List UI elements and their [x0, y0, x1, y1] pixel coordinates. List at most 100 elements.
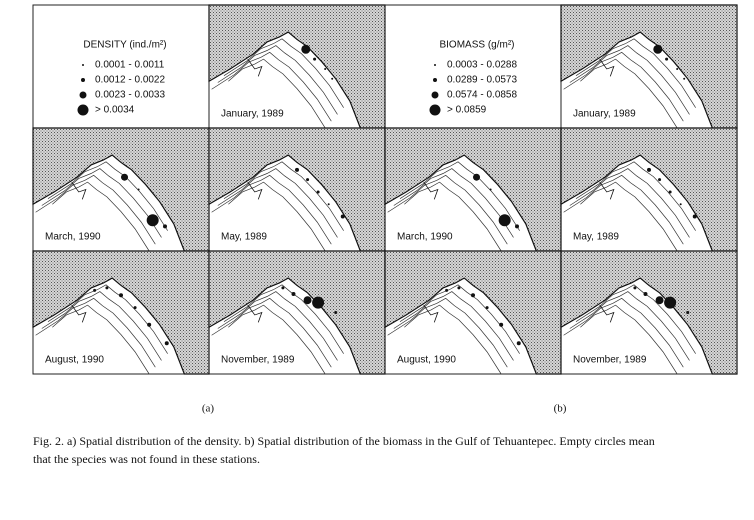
- station: [658, 178, 662, 182]
- isobath: [393, 291, 514, 361]
- isobath: [228, 304, 326, 375]
- coast-feature: [247, 58, 263, 77]
- station: [121, 173, 129, 181]
- coast-feature: [599, 58, 615, 77]
- station: [489, 188, 492, 191]
- isobath: [47, 284, 168, 354]
- station: [647, 167, 651, 172]
- isobath: [217, 45, 338, 115]
- legend-symbol: [429, 104, 441, 116]
- station: [119, 293, 123, 298]
- legend-item: 0.0001 - 0.0011: [95, 60, 165, 71]
- station: [655, 296, 664, 305]
- legend-symbol: [433, 78, 437, 82]
- station: [445, 288, 449, 292]
- isobath: [223, 284, 344, 354]
- isobath: [580, 304, 678, 375]
- coast-feature: [71, 304, 87, 323]
- isobath: [228, 181, 326, 252]
- legend-symbol: [434, 64, 436, 66]
- legend-item: 0.0289 - 0.0573: [447, 75, 517, 86]
- station: [137, 188, 140, 191]
- legend-symbol: [82, 64, 84, 66]
- station: [133, 306, 137, 310]
- isobath: [47, 161, 168, 231]
- station: [316, 190, 320, 194]
- station: [679, 203, 682, 206]
- isobath: [387, 174, 508, 245]
- isobath: [563, 174, 684, 245]
- isobath: [387, 297, 508, 368]
- legend-symbol: [431, 91, 439, 99]
- coast-feature: [599, 304, 615, 323]
- caption-line: Fig. 2. a) Spatial distribution of the d…: [33, 434, 655, 448]
- coast-feature: [71, 181, 87, 200]
- station: [668, 190, 672, 194]
- legend-item: > 0.0034: [95, 105, 135, 116]
- isobath: [52, 304, 150, 375]
- station: [105, 286, 109, 290]
- station: [683, 77, 686, 80]
- panel-label: (a): [202, 403, 215, 415]
- station: [306, 178, 310, 182]
- station: [515, 224, 519, 229]
- station: [340, 214, 345, 219]
- isobath: [399, 161, 520, 231]
- isobath: [569, 168, 690, 238]
- station: [147, 322, 152, 327]
- station: [498, 214, 511, 227]
- isobath: [575, 161, 696, 231]
- station: [312, 296, 325, 309]
- station: [473, 173, 481, 181]
- isobath: [575, 284, 696, 354]
- map-label: November, 1989: [573, 355, 647, 366]
- station: [331, 77, 334, 80]
- legend-item: 0.0003 - 0.0288: [447, 60, 517, 71]
- isobath: [575, 38, 696, 108]
- station: [516, 341, 521, 346]
- coast-feature: [599, 181, 615, 200]
- station: [163, 224, 167, 229]
- map-label: March, 1990: [45, 232, 101, 243]
- panel-label: (b): [554, 403, 567, 415]
- map-label: March, 1990: [397, 232, 453, 243]
- isobath: [569, 291, 690, 361]
- station: [295, 167, 299, 172]
- isobath: [580, 58, 678, 129]
- station: [471, 293, 475, 298]
- isobath: [404, 181, 502, 252]
- legend-item: > 0.0859: [447, 105, 487, 116]
- legend-symbol: [81, 78, 85, 82]
- station: [633, 286, 637, 290]
- station: [301, 44, 311, 54]
- isobath: [563, 297, 684, 368]
- isobath: [223, 161, 344, 231]
- land: [560, 127, 738, 252]
- station: [324, 67, 327, 70]
- station: [291, 292, 296, 297]
- isobath: [569, 45, 690, 115]
- station: [313, 57, 317, 61]
- station: [164, 341, 169, 346]
- station: [303, 296, 312, 305]
- isobath: [399, 284, 520, 354]
- isobath: [228, 58, 326, 129]
- station: [93, 288, 97, 292]
- station: [327, 203, 330, 206]
- station: [334, 311, 338, 314]
- isobath: [580, 181, 678, 252]
- isobath: [41, 168, 162, 238]
- legend-item: 0.0023 - 0.0033: [95, 90, 165, 101]
- isobath: [223, 38, 344, 108]
- isobath: [211, 297, 332, 368]
- map-label: August, 1990: [397, 355, 456, 366]
- station: [485, 306, 489, 310]
- station: [146, 214, 159, 227]
- map-label: January, 1989: [573, 109, 636, 120]
- coast-feature: [423, 304, 439, 323]
- map-label: November, 1989: [221, 355, 295, 366]
- legend-title: DENSITY (ind./m²): [83, 40, 166, 51]
- isobath: [35, 297, 156, 368]
